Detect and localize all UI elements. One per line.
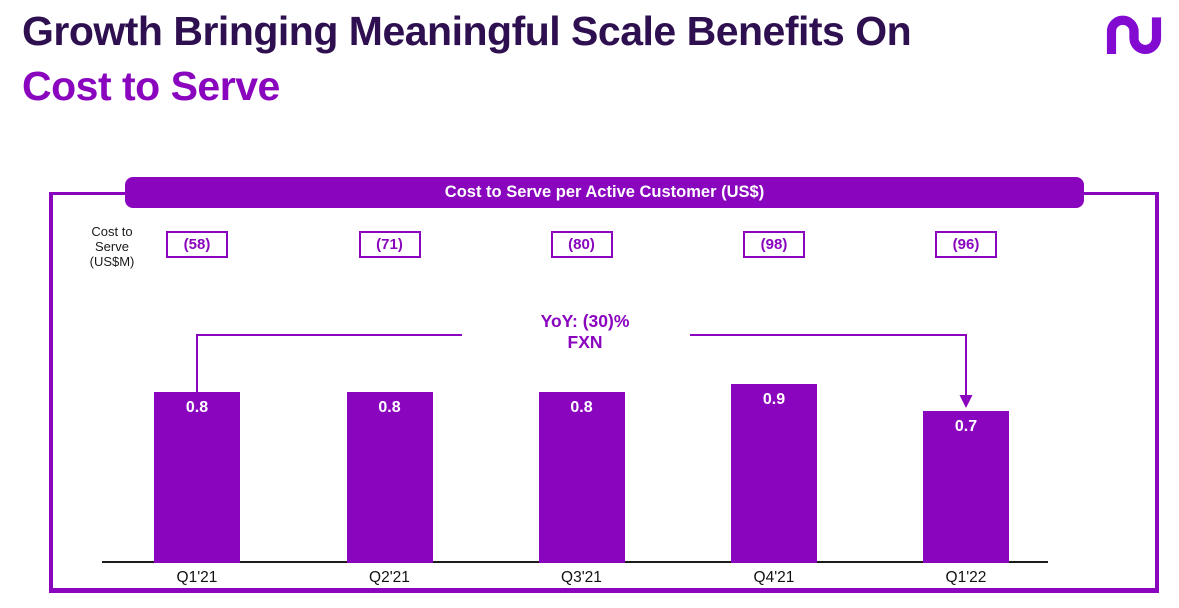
- cost-box-q1-22: (96): [935, 231, 997, 258]
- bar-value-label: 0.9: [762, 391, 786, 408]
- slide-title-line1: Growth Bringing Meaningful Scale Benefit…: [22, 8, 912, 54]
- cost-to-serve-axis-label: Cost to Serve (US$M): [67, 224, 157, 269]
- x-label-q1-21: Q1'21: [176, 569, 218, 586]
- yoy-annotation-line1: YoY: (30)%: [540, 311, 630, 331]
- slide-title-line2: Cost to Serve: [22, 63, 280, 109]
- cost-axis-label-line1: Cost to: [91, 224, 133, 239]
- bar-value-label: 0.8: [378, 399, 401, 416]
- bar-value-label: 0.7: [954, 418, 978, 435]
- bar-q4-21: 0.9: [731, 384, 817, 563]
- cost-box-q3-21: (80): [550, 231, 613, 258]
- bar-value-label: 0.8: [185, 399, 209, 416]
- bar-q1-22: 0.7: [923, 411, 1009, 563]
- nu-logo-icon: [1106, 15, 1162, 54]
- yoy-annotation: YoY: (30)% FXN: [485, 311, 685, 353]
- x-label-q4-21: Q4'21: [753, 569, 795, 586]
- cost-axis-label-line2: Serve: [95, 239, 129, 254]
- x-label-q1-22: Q1'22: [945, 569, 987, 586]
- cost-box-q2-21: (71): [358, 231, 421, 258]
- chart-area: Cost to Serve per Active Customer (US$) …: [53, 177, 1155, 588]
- bar-value-label: 0.8: [570, 399, 593, 416]
- cost-box-q4-21: (98): [743, 231, 805, 258]
- yoy-annotation-line2: FXN: [567, 332, 603, 352]
- x-label-q2-21: Q2'21: [369, 569, 410, 586]
- cost-box-q1-21: (58): [166, 231, 228, 258]
- chart-container: Cost to Serve per Active Customer (US$) …: [49, 177, 1159, 593]
- x-label-q3-21: Q3'21: [561, 569, 602, 586]
- yoy-bracket-arrow: [196, 334, 973, 408]
- cost-axis-label-line3: (US$M): [89, 254, 135, 269]
- bar-q2-21: 0.8: [346, 392, 433, 563]
- bar-q1-21: 0.8: [154, 392, 240, 563]
- arrowhead-down-icon: [959, 395, 973, 408]
- bar-q3-21: 0.8: [538, 392, 625, 563]
- chart-title-banner: Cost to Serve per Active Customer (US$): [125, 177, 1084, 208]
- slide-title: Growth Bringing Meaningful Scale Benefit…: [22, 4, 1082, 114]
